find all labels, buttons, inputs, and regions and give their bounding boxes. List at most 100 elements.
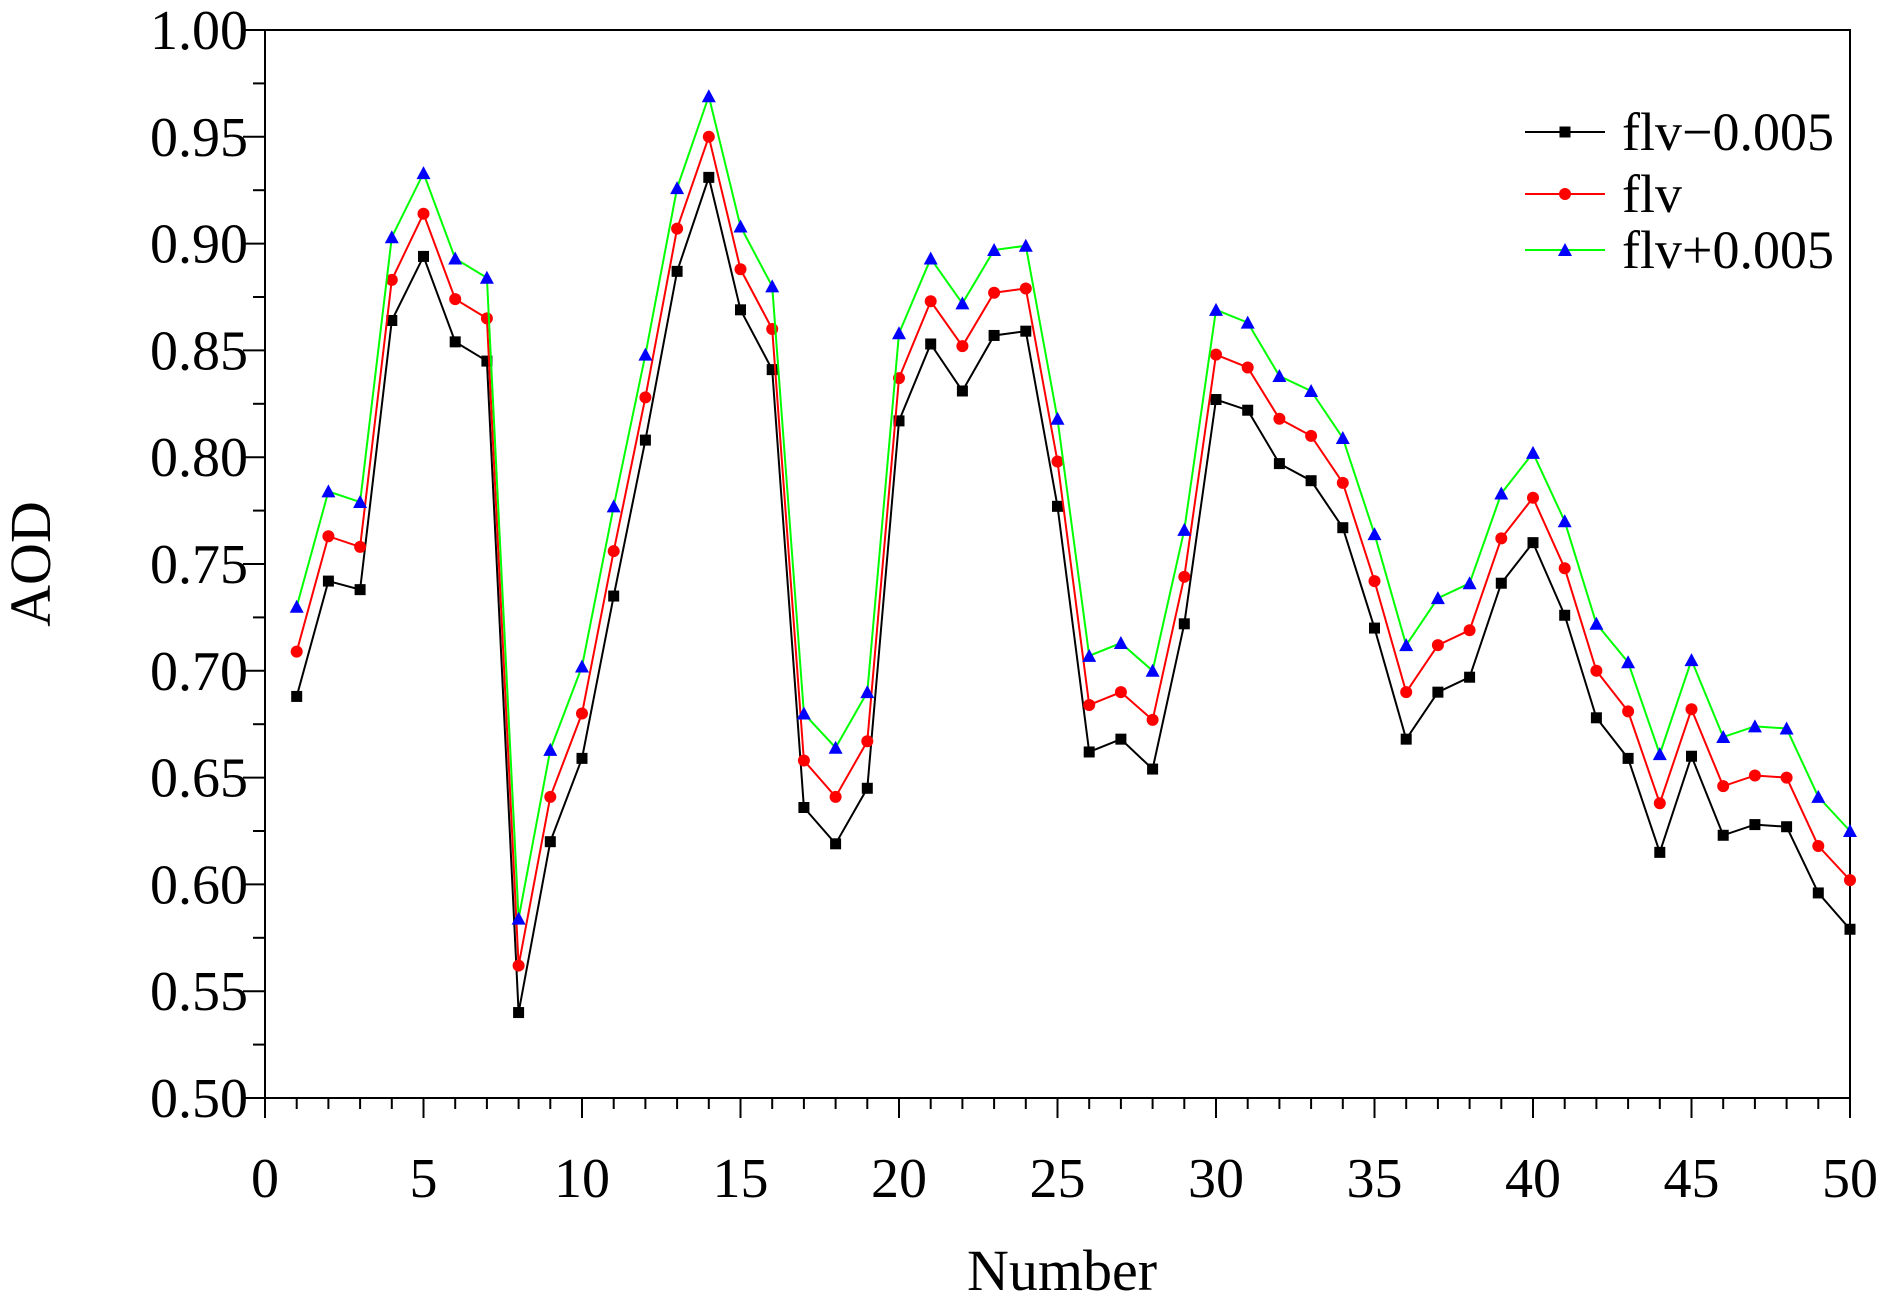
data-point — [1430, 591, 1445, 605]
data-point — [797, 754, 810, 767]
data-point — [417, 207, 430, 220]
data-point — [1844, 923, 1856, 935]
data-point — [701, 89, 716, 103]
x-tick-label: 25 — [1030, 1148, 1086, 1210]
data-point — [1272, 369, 1287, 383]
data-point — [703, 171, 715, 183]
data-point — [1654, 846, 1666, 858]
data-point — [796, 706, 811, 720]
data-point — [1685, 703, 1698, 716]
data-point — [735, 304, 746, 316]
data-point — [1652, 747, 1667, 761]
data-point — [702, 130, 715, 143]
data-point — [1622, 705, 1635, 718]
data-point — [479, 270, 494, 284]
x-tick-label: 35 — [1347, 1148, 1403, 1210]
data-point — [576, 707, 588, 720]
data-point — [1240, 315, 1255, 329]
data-point — [988, 286, 1001, 299]
data-point — [1557, 514, 1572, 528]
data-point — [923, 251, 938, 265]
data-point — [798, 802, 810, 814]
y-tick-label: 0.60 — [150, 854, 248, 916]
data-point — [860, 685, 875, 699]
data-point — [1717, 780, 1730, 793]
data-point — [1177, 522, 1192, 536]
plot-area-frame — [264, 29, 1851, 1099]
data-point — [289, 599, 304, 613]
data-point — [1589, 616, 1604, 630]
x-tick-label: 40 — [1505, 1148, 1561, 1210]
data-point — [1811, 789, 1826, 803]
series-line — [295, 173, 1851, 1013]
data-point — [1113, 636, 1128, 650]
x-tick-label: 30 — [1188, 1148, 1244, 1210]
data-point — [1273, 458, 1285, 470]
data-point — [1558, 562, 1571, 575]
data-point — [354, 540, 367, 553]
data-point — [448, 251, 463, 265]
data-point — [1527, 537, 1539, 549]
data-point — [1369, 622, 1380, 634]
data-point — [1178, 618, 1190, 630]
series-line — [295, 133, 1851, 966]
data-point — [481, 355, 493, 367]
data-point — [956, 385, 968, 397]
data-point — [513, 1007, 525, 1019]
data-point — [511, 911, 526, 925]
data-point — [638, 347, 653, 361]
y-tick-label: 0.85 — [150, 320, 248, 382]
data-point — [1020, 325, 1032, 337]
data-point — [1083, 746, 1095, 758]
data-point — [1781, 821, 1793, 833]
data-point — [955, 296, 970, 310]
data-point — [1653, 797, 1666, 810]
legend-marker — [1559, 188, 1571, 200]
data-point — [1051, 455, 1064, 468]
series-1 — [291, 171, 1856, 1019]
data-point — [1749, 819, 1761, 831]
x-axis-title: Number — [967, 1238, 1157, 1303]
data-point — [1305, 429, 1318, 442]
data-point — [1432, 686, 1444, 698]
data-point — [1305, 475, 1317, 487]
data-point — [670, 181, 685, 195]
data-point — [1147, 763, 1159, 775]
data-point — [290, 645, 303, 658]
data-point — [861, 782, 873, 794]
data-point — [353, 495, 368, 509]
series-line — [295, 92, 1851, 919]
series-layer — [289, 89, 1857, 1019]
data-point — [924, 295, 937, 308]
x-tick-label: 50 — [1822, 1148, 1878, 1210]
y-tick-label: 0.75 — [150, 534, 248, 596]
data-point — [418, 250, 429, 262]
legend-item-3: flv+0.005 — [1525, 220, 1834, 280]
data-point — [671, 265, 683, 277]
data-point — [1052, 500, 1063, 512]
data-point — [1526, 445, 1540, 459]
data-point — [861, 735, 874, 748]
data-point — [512, 959, 525, 972]
data-point — [1684, 653, 1699, 667]
data-point — [1559, 609, 1571, 621]
data-point — [480, 312, 493, 325]
data-point — [1146, 713, 1159, 726]
data-point — [671, 222, 684, 235]
data-point — [1686, 750, 1697, 762]
legend-label: flv — [1622, 164, 1682, 224]
data-point — [321, 484, 336, 498]
y-tick-label: 0.50 — [150, 1068, 248, 1130]
data-point — [1716, 730, 1731, 744]
data-point — [354, 584, 366, 596]
y-tick-label: 0.55 — [150, 961, 248, 1023]
data-point — [1495, 577, 1507, 589]
data-point — [1241, 361, 1254, 374]
data-point — [1019, 282, 1032, 295]
x-tick-label: 45 — [1664, 1148, 1720, 1210]
data-point — [291, 690, 303, 702]
data-point — [1622, 752, 1634, 764]
data-point — [606, 499, 621, 513]
data-point — [765, 279, 780, 293]
